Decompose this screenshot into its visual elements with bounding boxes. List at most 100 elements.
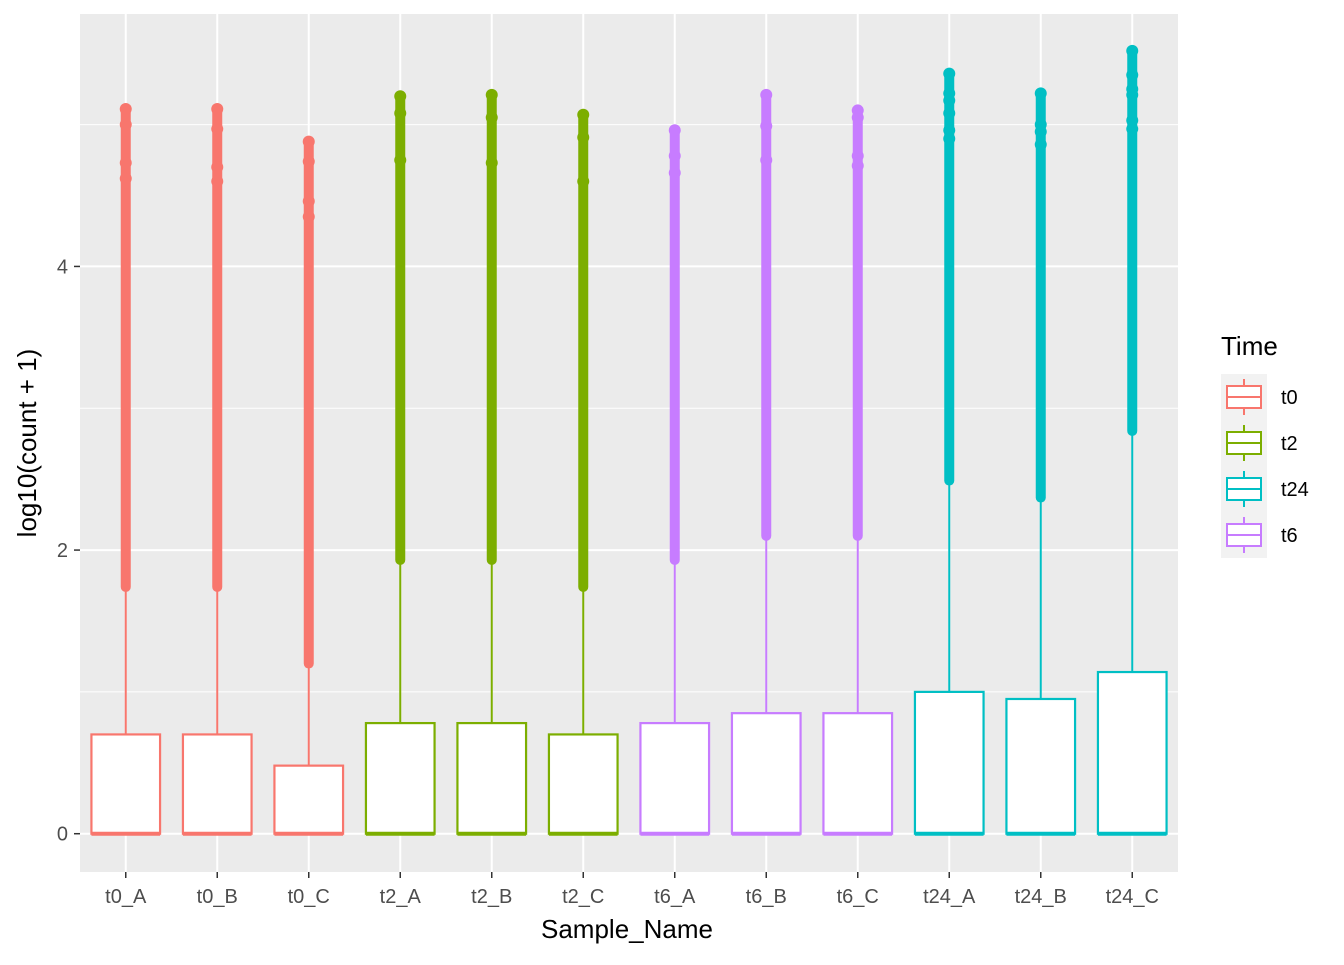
box-body bbox=[181, 733, 253, 835]
box-body bbox=[364, 721, 436, 835]
x-tick-label: t2_A bbox=[380, 886, 422, 908]
x-tick-label: t24_C bbox=[1106, 886, 1159, 908]
box-t0_C bbox=[273, 135, 345, 836]
outlier-point bbox=[943, 132, 956, 145]
box-t2_A bbox=[364, 90, 436, 836]
y-axis-title: log10(count + 1) bbox=[12, 349, 42, 538]
x-axis: t0_A t0_B t0_C t2_A t2_B t2_C t6_A t6_B t6_C t24_… bbox=[105, 872, 1159, 908]
outlier-point bbox=[943, 107, 956, 120]
outlier-point bbox=[577, 108, 590, 121]
outlier-point bbox=[485, 156, 498, 169]
box-t6_B bbox=[730, 88, 802, 836]
legend-label: t24 bbox=[1281, 479, 1309, 501]
outlier-point bbox=[1126, 68, 1139, 81]
outlier-point bbox=[1034, 138, 1047, 151]
box-body bbox=[1096, 670, 1168, 835]
outlier-point bbox=[1126, 88, 1139, 101]
outlier-point bbox=[485, 88, 498, 101]
x-tick-label: t24_A bbox=[923, 886, 976, 908]
box-t0_A bbox=[90, 103, 162, 836]
x-tick-label: t6_A bbox=[654, 886, 696, 908]
outlier-point bbox=[211, 103, 224, 116]
outlier-point bbox=[577, 131, 590, 144]
y-tick-label: 4 bbox=[57, 256, 68, 278]
outlier-point bbox=[485, 111, 498, 124]
outlier-point bbox=[211, 175, 224, 188]
box-body bbox=[547, 733, 619, 835]
outlier-point bbox=[851, 159, 864, 172]
outlier-point bbox=[1034, 87, 1047, 100]
outlier-point bbox=[1126, 44, 1139, 57]
x-tick-label: t0_B bbox=[197, 886, 238, 908]
outlier-point bbox=[943, 67, 956, 80]
outlier-point bbox=[668, 166, 681, 179]
outlier-point bbox=[119, 118, 132, 131]
box-body bbox=[639, 721, 711, 835]
grid-minor bbox=[80, 124, 1178, 693]
legend-label: t6 bbox=[1281, 525, 1298, 547]
outlier-point bbox=[394, 154, 407, 167]
box-t2_C bbox=[547, 108, 619, 836]
x-tick-label: t6_B bbox=[746, 886, 787, 908]
outlier-point bbox=[668, 149, 681, 162]
x-tick-label: t2_C bbox=[562, 886, 604, 908]
legend-key-t6 bbox=[1226, 517, 1262, 553]
outlier-point bbox=[211, 122, 224, 135]
box-body bbox=[1005, 697, 1077, 835]
box-t24_B bbox=[1005, 87, 1077, 836]
plot-panel bbox=[80, 14, 1178, 872]
legend-key-t2 bbox=[1226, 425, 1262, 461]
box-body bbox=[90, 733, 162, 835]
x-tick-label: t0_A bbox=[105, 886, 147, 908]
box-body bbox=[730, 712, 802, 835]
legend-label: t2 bbox=[1281, 433, 1298, 455]
outlier-point bbox=[394, 107, 407, 120]
box-body bbox=[822, 712, 894, 835]
outlier-point bbox=[302, 155, 315, 168]
box-t24_C bbox=[1096, 44, 1168, 836]
y-axis: 0 2 4 bbox=[57, 256, 80, 846]
outlier-point bbox=[851, 149, 864, 162]
boxes bbox=[90, 44, 1168, 836]
outlier-point bbox=[119, 172, 132, 185]
outlier-point bbox=[760, 120, 773, 133]
legend-label: t0 bbox=[1281, 387, 1298, 409]
outlier-point bbox=[119, 156, 132, 169]
outlier-point bbox=[302, 210, 315, 223]
box-t24_A bbox=[913, 67, 985, 836]
outlier-point bbox=[1126, 122, 1139, 135]
x-tick-label: t2_B bbox=[471, 886, 512, 908]
outlier-point bbox=[211, 161, 224, 174]
outlier-point bbox=[668, 124, 681, 137]
outlier-point bbox=[302, 135, 315, 148]
box-t2_B bbox=[456, 88, 528, 836]
box-t6_A bbox=[639, 124, 711, 836]
x-tick-label: t6_C bbox=[837, 886, 879, 908]
outlier-point bbox=[302, 195, 315, 208]
legend-key-t24 bbox=[1226, 471, 1262, 507]
outlier-point bbox=[943, 124, 956, 137]
legend-key-t0 bbox=[1226, 379, 1262, 415]
x-tick-label: t24_B bbox=[1015, 886, 1067, 908]
outlier-point bbox=[760, 154, 773, 167]
box-body bbox=[456, 721, 528, 835]
outlier-point bbox=[577, 175, 590, 188]
y-tick-label: 2 bbox=[57, 540, 68, 562]
box-body bbox=[273, 764, 345, 835]
outlier-point bbox=[394, 90, 407, 103]
x-axis-title: Sample_Name bbox=[541, 914, 713, 944]
outlier-point bbox=[851, 111, 864, 124]
outlier-point bbox=[760, 88, 773, 101]
outlier-point bbox=[119, 103, 132, 116]
outlier-point bbox=[943, 94, 956, 107]
y-tick-label: 0 bbox=[57, 824, 68, 846]
box-t0_B bbox=[181, 103, 253, 836]
x-tick-label: t0_C bbox=[288, 886, 330, 908]
outlier-point bbox=[1034, 125, 1047, 138]
legend: Time t0 t2 t24 t6 bbox=[1221, 331, 1309, 558]
box-t6_C bbox=[822, 104, 894, 836]
outlier-point bbox=[1126, 114, 1139, 127]
legend-title: Time bbox=[1221, 331, 1278, 361]
